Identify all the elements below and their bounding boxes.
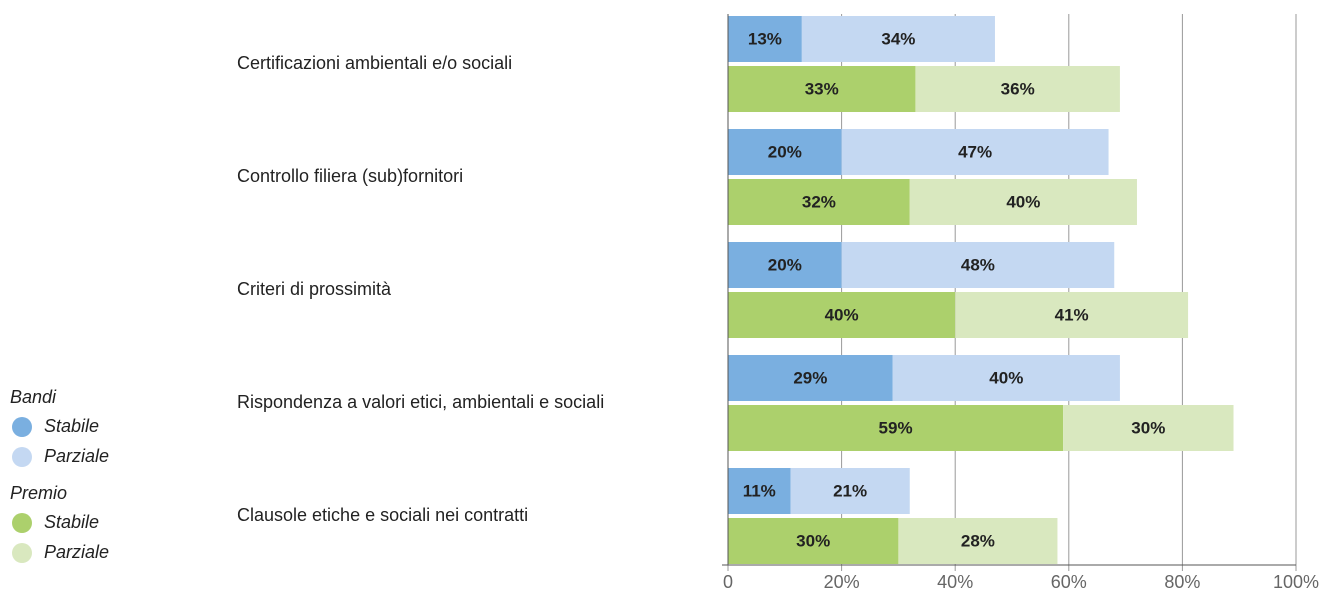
category-label: Clausole etiche e sociali nei contratti [237,505,528,525]
data-label: 59% [879,418,913,437]
category-label: Certificazioni ambientali e/o sociali [237,53,512,73]
legend-swatch [12,417,32,437]
category-label: Criteri di prossimità [237,279,392,299]
legend-group-title: Premio [10,483,67,503]
data-label: 30% [1131,418,1165,437]
bar-segment [728,129,842,175]
x-tick-label: 0 [723,572,733,592]
data-label: 48% [961,255,995,274]
data-label: 34% [881,29,915,48]
legend-label: Stabile [44,416,99,436]
data-label: 40% [989,368,1023,387]
bar-segment [728,66,916,112]
category-label: Controllo filiera (sub)fornitori [237,166,463,186]
legend-swatch [12,447,32,467]
bar-segment [728,16,802,62]
bar-segment [915,66,1120,112]
data-label: 47% [958,142,992,161]
bar-segment [841,242,1115,288]
legend-label: Stabile [44,512,99,532]
legend-label: Parziale [44,446,109,466]
bar-segment [728,179,910,225]
data-label: 30% [796,531,830,550]
bar-segment [728,518,899,564]
bar-segment [790,468,910,514]
data-label: 21% [833,481,867,500]
x-tick-label: 40% [937,572,973,592]
data-label: 40% [825,305,859,324]
bar-segment [955,292,1189,338]
x-tick-label: 60% [1051,572,1087,592]
legend-swatch [12,513,32,533]
legend-label: Parziale [44,542,109,562]
legend-group-title: Bandi [10,387,57,407]
x-tick-label: 100% [1273,572,1319,592]
bar-segment [841,129,1109,175]
category-label: Rispondenza a valori etici, ambientali e… [237,392,604,412]
data-label: 41% [1055,305,1089,324]
x-tick-label: 20% [824,572,860,592]
bar-segment [1063,405,1234,451]
bar-segment [728,242,842,288]
bar-segment [909,179,1137,225]
data-label: 33% [805,79,839,98]
bar-segment [898,518,1058,564]
bar-segment [728,292,956,338]
data-label: 28% [961,531,995,550]
data-label: 32% [802,192,836,211]
bar-segment [892,355,1120,401]
data-label: 29% [793,368,827,387]
bar-segment [728,468,791,514]
data-label: 20% [768,255,802,274]
data-label: 11% [743,481,776,500]
data-label: 36% [1001,79,1035,98]
legend-swatch [12,543,32,563]
data-label: 13% [748,29,782,48]
bar-segment [801,16,995,62]
data-label: 20% [768,142,802,161]
bar-segment [728,405,1064,451]
x-tick-label: 80% [1164,572,1200,592]
bar-segment [728,355,893,401]
data-label: 40% [1006,192,1040,211]
